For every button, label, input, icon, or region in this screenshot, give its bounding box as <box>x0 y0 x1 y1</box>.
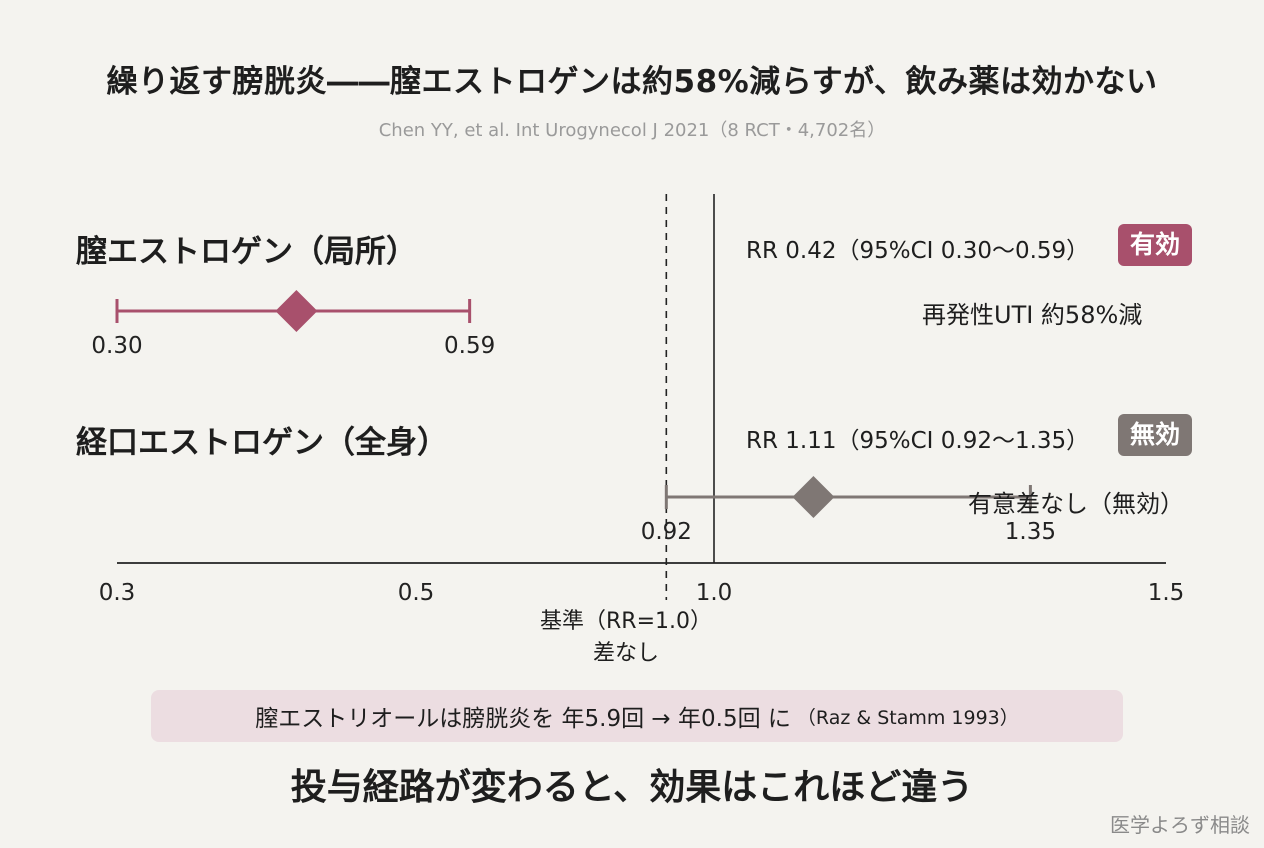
row-label-oral: 経口エストロゲン（全身） <box>76 425 448 461</box>
note-oral: 有意差なし（無効） <box>968 490 1184 518</box>
ci-high-label: 1.35 <box>1005 519 1056 545</box>
page-title: 繰り返す膀胱炎――膣エストロゲンは約58%減らすが、飲み薬は効かない <box>106 64 1158 100</box>
note-vaginal: 再発性UTI 約58%減 <box>922 301 1143 329</box>
reference-note-line2: 差なし <box>592 641 659 666</box>
x-tick-label: 0.3 <box>99 580 136 606</box>
ci-low-label: 0.30 <box>91 333 142 359</box>
ci-high-label: 0.59 <box>444 333 495 359</box>
reference-note-line1: 基準（RR=1.0） <box>540 609 712 634</box>
row-label-vaginal: 膣エストロゲン（局所） <box>76 234 417 270</box>
rr-point-diamond <box>792 476 835 518</box>
x-tick-label: 1.5 <box>1148 580 1185 606</box>
x-tick-label: 0.5 <box>398 580 435 606</box>
ci-low-label: 0.92 <box>641 519 692 545</box>
stat-vaginal: RR 0.42（95%CI 0.30〜0.59） <box>746 238 1090 264</box>
reference-note: 基準（RR=1.0） 差なし <box>496 606 756 670</box>
x-tick-label: 1.0 <box>696 580 733 606</box>
rr-point-diamond <box>275 290 318 332</box>
highlight-text: 膣エストリオールは膀胱炎を 年5.9回 → 年0.5回 に <box>255 706 791 732</box>
badge-ineffective: 無効 <box>1118 414 1193 456</box>
highlight-citation: （Raz & Stamm 1993） <box>796 706 1019 729</box>
stat-oral: RR 1.11（95%CI 0.92〜1.35） <box>746 428 1090 454</box>
conclusion-text: 投与経路が変わると、効果はこれほど違う <box>290 767 974 808</box>
watermark: 医学よろず相談 <box>1110 813 1250 837</box>
highlight-box: 膣エストリオールは膀胱炎を 年5.9回 → 年0.5回 に （Raz & Sta… <box>151 690 1123 742</box>
badge-effective: 有効 <box>1118 224 1193 266</box>
citation-subtitle: Chen YY, et al. Int Urogynecol J 2021（8 … <box>378 120 886 141</box>
